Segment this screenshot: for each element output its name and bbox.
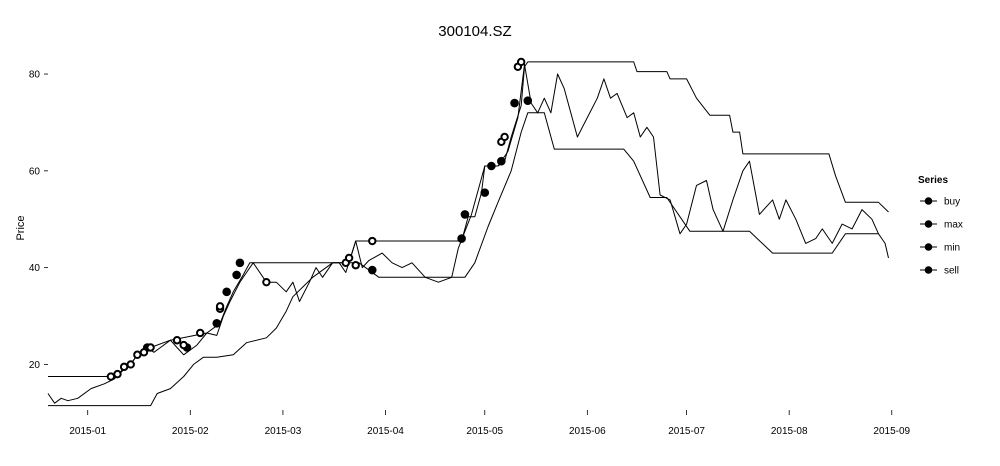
x-tick-label: 2015-04	[367, 426, 404, 437]
x-tick-label: 2015-02	[172, 426, 209, 437]
marker-sell	[139, 348, 149, 357]
x-tick-label: 2015-09	[873, 426, 910, 437]
marker-buy	[235, 258, 245, 268]
marker-buy	[497, 156, 506, 166]
marker-buy	[523, 96, 533, 105]
marker-sell	[196, 328, 205, 338]
marker-sell	[146, 343, 155, 352]
series-line-max	[48, 61, 889, 377]
marker-buy	[212, 319, 222, 328]
marker-sell	[172, 336, 182, 345]
legend-key-marker	[924, 243, 933, 251]
marker-sell	[344, 253, 354, 263]
marker-sell	[368, 236, 377, 246]
y-tick-label: 80	[29, 70, 41, 81]
marker-buy	[460, 210, 470, 219]
legend-key-marker	[924, 197, 933, 205]
legend: Series buy max min sell	[918, 175, 963, 277]
marker-sell	[500, 132, 509, 142]
marker-sell	[215, 302, 225, 311]
legend-label-min: min	[944, 243, 960, 254]
x-tick-label: 2015-05	[466, 426, 503, 437]
y-axis: 20 40 60 80	[29, 70, 48, 371]
legend-key-marker	[924, 266, 933, 274]
y-tick-label: 60	[29, 166, 41, 177]
legend-label-buy: buy	[944, 197, 960, 208]
legend-label-sell: sell	[944, 266, 959, 277]
x-tick-label: 2015-06	[569, 426, 606, 437]
marker-buy	[480, 188, 490, 197]
series-markers	[106, 57, 533, 381]
series-lines	[47, 61, 889, 407]
x-tick-label: 2015-08	[771, 426, 808, 437]
chart-title: 300104.SZ	[438, 23, 511, 40]
legend-title: Series	[918, 175, 948, 186]
marker-buy	[232, 270, 241, 280]
legend-label-max: max	[944, 220, 963, 231]
y-axis-label: Price	[15, 215, 27, 240]
y-tick-label: 40	[29, 263, 41, 274]
marker-sell	[126, 360, 135, 369]
marker-sell	[179, 340, 188, 350]
marker-buy	[222, 287, 231, 297]
marker-sell	[262, 277, 271, 287]
marker-buy	[487, 161, 496, 171]
marker-buy	[457, 234, 466, 243]
series-line-min	[48, 112, 879, 407]
marker-buy	[367, 265, 377, 275]
marker-sell	[351, 261, 360, 270]
x-axis: 2015-01 2015-02 2015-03 2015-04 2015-05 2015-…	[69, 410, 911, 437]
marker-sell	[133, 350, 142, 359]
y-tick-label: 20	[29, 360, 41, 371]
x-tick-label: 2015-07	[668, 426, 705, 437]
x-tick-label: 2015-03	[265, 426, 302, 437]
marker-buy	[510, 98, 519, 108]
marker-sell	[106, 372, 116, 381]
series-line-price	[47, 63, 889, 404]
marker-sell	[113, 369, 122, 379]
marker-sell	[119, 362, 129, 372]
legend-key-marker	[924, 220, 933, 228]
x-tick-label: 2015-01	[69, 426, 106, 437]
marker-sell	[516, 57, 526, 67]
